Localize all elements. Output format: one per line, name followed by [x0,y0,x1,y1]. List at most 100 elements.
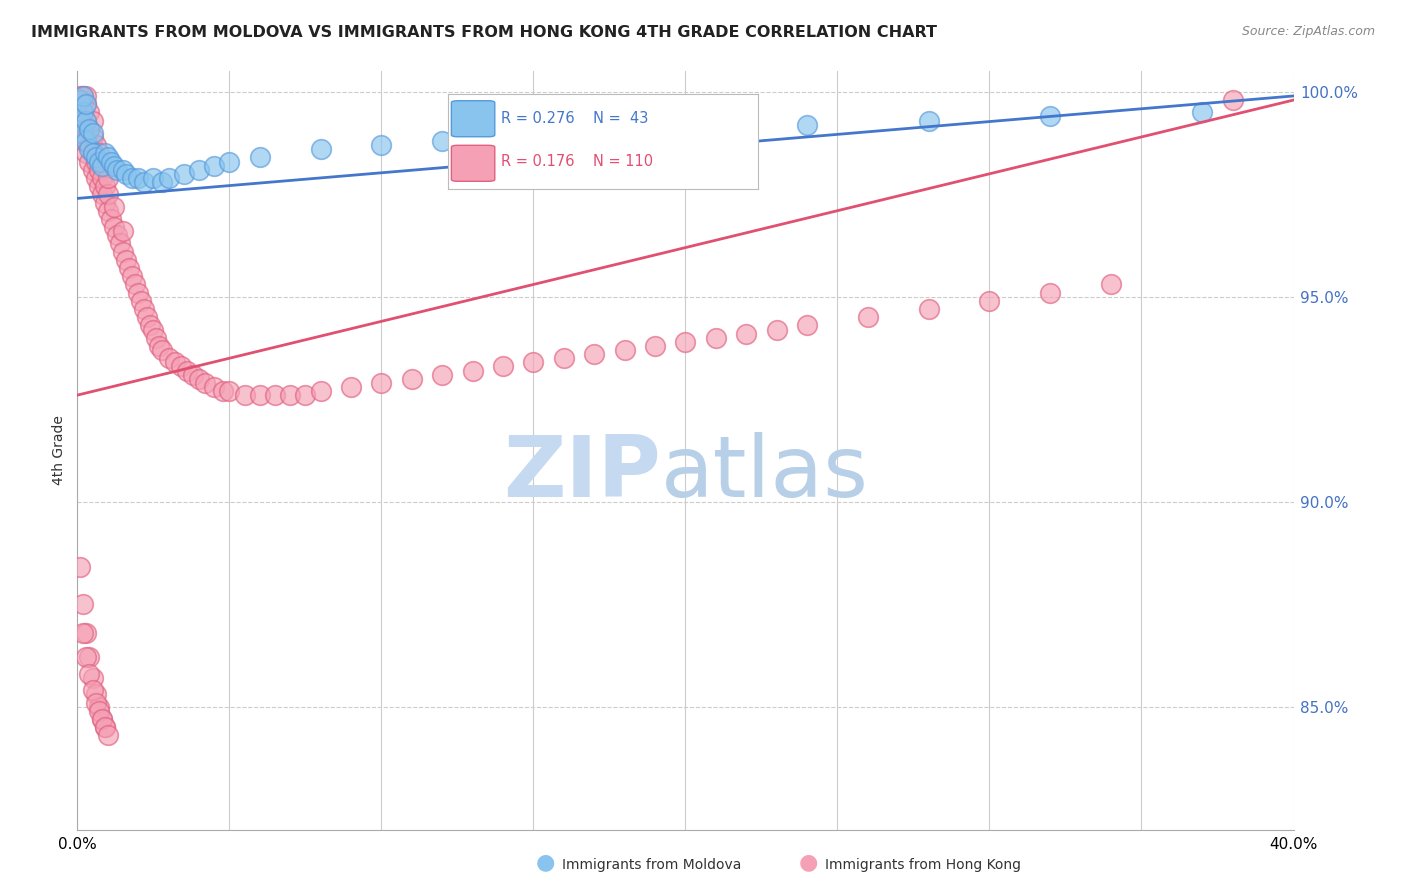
Point [129,293,152,308]
Point [79,650,101,665]
Point [309,384,332,398]
Point [249,388,271,402]
Point [249,150,271,164]
Point [97,170,120,185]
Point [75,625,97,640]
Point [152,175,174,189]
Point [111,244,134,259]
Point [72,597,94,611]
Point [72,625,94,640]
Point [152,343,174,357]
Point [75,146,97,161]
Point [82,146,104,161]
Point [430,134,453,148]
Point [105,162,128,177]
Point [93,146,115,161]
Point [148,339,170,353]
Point [108,236,131,251]
Point [1099,277,1122,292]
Point [294,388,316,402]
Point [79,666,101,681]
Point [124,277,146,292]
Point [84,696,107,710]
Point [170,359,193,374]
Point [90,712,112,726]
Point [212,384,235,398]
Point [264,388,287,402]
Point [1039,110,1062,124]
Point [105,228,128,243]
Point [75,97,97,112]
Point [278,388,301,402]
Point [100,154,122,169]
Point [370,376,392,390]
Point [82,130,104,145]
Point [79,121,101,136]
Point [87,162,110,177]
Point [1222,93,1244,107]
Point [75,89,97,103]
Point [675,121,697,136]
Point [75,130,97,145]
Point [202,159,225,173]
Point [103,159,125,173]
Point [84,138,107,153]
Point [401,372,423,386]
Point [704,331,727,345]
Point [90,159,112,173]
Point [82,126,104,140]
Point [69,560,91,574]
Point [644,339,666,353]
Point [103,200,125,214]
Point [72,134,94,148]
Point [613,343,636,357]
Point [583,347,606,361]
Point [82,162,104,177]
Point [188,372,211,386]
Point [97,728,120,742]
Point [142,322,165,336]
Point [202,380,225,394]
Point [157,170,180,185]
Point [127,285,149,300]
Point [492,359,515,374]
Point [796,318,818,333]
Point [1039,285,1062,300]
Point [765,322,787,336]
Point [93,195,115,210]
Point [115,167,138,181]
Point [75,97,97,112]
Point [87,179,110,194]
Point [90,187,112,202]
Point [93,720,115,734]
Point [75,134,97,148]
Point [82,683,104,698]
Point [87,154,110,169]
Point [90,154,112,169]
Point [79,105,101,120]
Text: ●: ● [799,853,818,872]
Point [72,105,94,120]
Y-axis label: 4th Grade: 4th Grade [52,416,66,485]
Point [553,351,575,366]
Point [194,376,217,390]
Point [111,162,134,177]
Point [72,89,94,103]
Point [93,720,115,734]
Point [145,331,167,345]
Point [82,146,104,161]
Point [340,380,363,394]
Point [553,126,575,140]
Point [163,355,186,369]
Point [218,154,240,169]
Point [93,179,115,194]
Point [103,220,125,235]
Text: Immigrants from Moldova: Immigrants from Moldova [562,858,742,872]
Text: Immigrants from Hong Kong: Immigrants from Hong Kong [825,858,1021,872]
Point [139,318,162,333]
Point [218,384,240,398]
Point [675,334,697,349]
Point [735,326,758,341]
Point [84,150,107,164]
Point [100,211,122,226]
